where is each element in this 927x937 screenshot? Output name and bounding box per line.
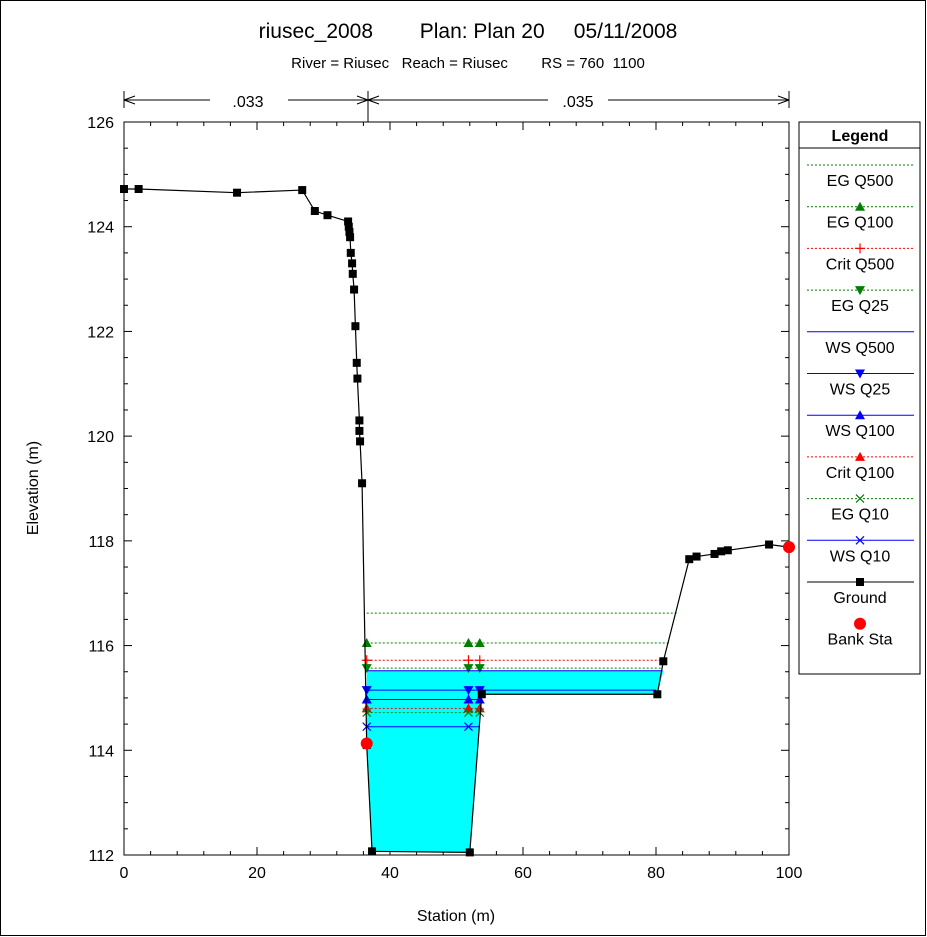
ground-point: [346, 233, 355, 242]
x-tick-label: 60: [514, 865, 532, 882]
chart-title: riusec_2008 Plan: Plan 20 05/11/2008: [259, 20, 678, 43]
ground-point: [765, 540, 774, 549]
legend-label: WS Q10: [830, 548, 891, 565]
y-tick-label: 116: [88, 639, 114, 656]
legend-label: WS Q100: [825, 423, 894, 440]
x-tick-label: 0: [120, 865, 129, 882]
ground-point: [344, 222, 353, 231]
bank-station-point: [783, 541, 795, 554]
legend-marker: [855, 201, 865, 211]
ground-point: [134, 185, 143, 194]
chart-subtitle: River = Riusec Reach = Riusec RS = 760 1…: [291, 55, 645, 72]
ground-point: [348, 269, 357, 278]
ground-point: [653, 690, 662, 699]
x-tick-label: 100: [776, 865, 803, 882]
legend-marker: [854, 617, 866, 630]
ground-point: [344, 217, 353, 226]
bank-station-point: [360, 737, 373, 750]
ground-point: [298, 186, 307, 195]
profile-marker: [464, 722, 473, 732]
legend-marker: [855, 243, 865, 254]
legend-label: EG Q10: [831, 507, 889, 524]
y-tick-label: 120: [87, 429, 114, 446]
y-tick-label: 114: [88, 743, 114, 760]
roughness-annotation: .033 .035: [123, 91, 790, 122]
profile-marker: [361, 664, 372, 674]
legend-label: Bank Sta: [828, 632, 893, 649]
legend: Legend EG Q500 EG Q100 Crit Q500 EG Q25 WS Q…: [798, 121, 921, 675]
ground-point: [355, 426, 364, 435]
profile-marker: [463, 664, 474, 674]
ground-point: [685, 555, 694, 564]
legend-marker: [855, 451, 865, 461]
ground-point: [120, 185, 128, 194]
ground-point: [465, 848, 474, 857]
ground-point: [353, 374, 362, 383]
ground-point: [368, 847, 377, 856]
profile-marker: [474, 664, 485, 674]
roughness-left-label: .033: [232, 94, 263, 111]
profile-marker: [464, 708, 473, 718]
y-tick-label: 122: [87, 324, 114, 341]
y-tick-label: 126: [87, 115, 114, 132]
legend-marker: [855, 535, 865, 545]
ground-point: [350, 285, 359, 294]
ground-point: [348, 259, 357, 268]
ground-point: [723, 546, 732, 555]
legend-marker: [856, 578, 864, 586]
water-fill: [366, 670, 664, 853]
profile-marker: [474, 694, 485, 704]
profile-marker: [463, 686, 474, 696]
ground-point: [345, 227, 354, 236]
ground-point: [355, 416, 364, 425]
legend-title: Legend: [832, 128, 889, 145]
x-axis-label: Station (m): [417, 908, 495, 925]
legend-label: Crit Q500: [826, 256, 895, 273]
ground-point: [358, 479, 367, 488]
legend-marker: [855, 410, 865, 420]
plot-area: 0 20 40 60 80 100 112 114 116 118 120 122 124 126: [87, 115, 802, 882]
legend-marker: [855, 494, 865, 504]
y-tick-label: 118: [88, 534, 114, 551]
legend-label: WS Q500: [825, 340, 894, 357]
profile-marker: [463, 637, 474, 647]
x-tick-label: 80: [647, 865, 665, 882]
ground-point: [356, 437, 365, 446]
profile-marker: [361, 694, 372, 704]
legend-marker: [855, 369, 865, 379]
legend-marker: [855, 286, 865, 296]
legend-label: EG Q500: [827, 173, 894, 190]
ground-point: [310, 207, 319, 216]
ground-point: [346, 248, 355, 257]
ground-point: [710, 549, 719, 558]
ground-point: [477, 690, 486, 699]
profile-marker: [474, 655, 485, 666]
ground-point: [351, 322, 360, 331]
y-tick-label: 124: [87, 220, 114, 237]
legend-label: Crit Q100: [826, 465, 895, 482]
ground-point: [233, 188, 242, 197]
ground-point: [692, 552, 701, 561]
ground-point: [323, 211, 332, 220]
y-tick-label: 112: [88, 848, 114, 865]
ground-point: [717, 547, 726, 556]
x-tick-label: 20: [248, 865, 266, 882]
legend-label: EG Q25: [831, 298, 889, 315]
legend-label: EG Q100: [827, 215, 894, 232]
roughness-right-label: .035: [562, 94, 593, 111]
legend-label: WS Q25: [830, 382, 891, 399]
x-tick-label: 40: [381, 865, 399, 882]
profile-marker: [361, 686, 372, 696]
profile-marker: [463, 694, 474, 704]
profile-marker: [463, 655, 474, 666]
ground-point: [352, 358, 361, 367]
profile-marker: [474, 637, 485, 647]
y-axis-label: Elevation (m): [25, 441, 42, 535]
profile-marker: [475, 708, 485, 718]
ground-point: [659, 657, 668, 666]
legend-label: Ground: [833, 590, 886, 607]
profile-marker: [361, 655, 372, 666]
profile-marker: [361, 637, 372, 647]
